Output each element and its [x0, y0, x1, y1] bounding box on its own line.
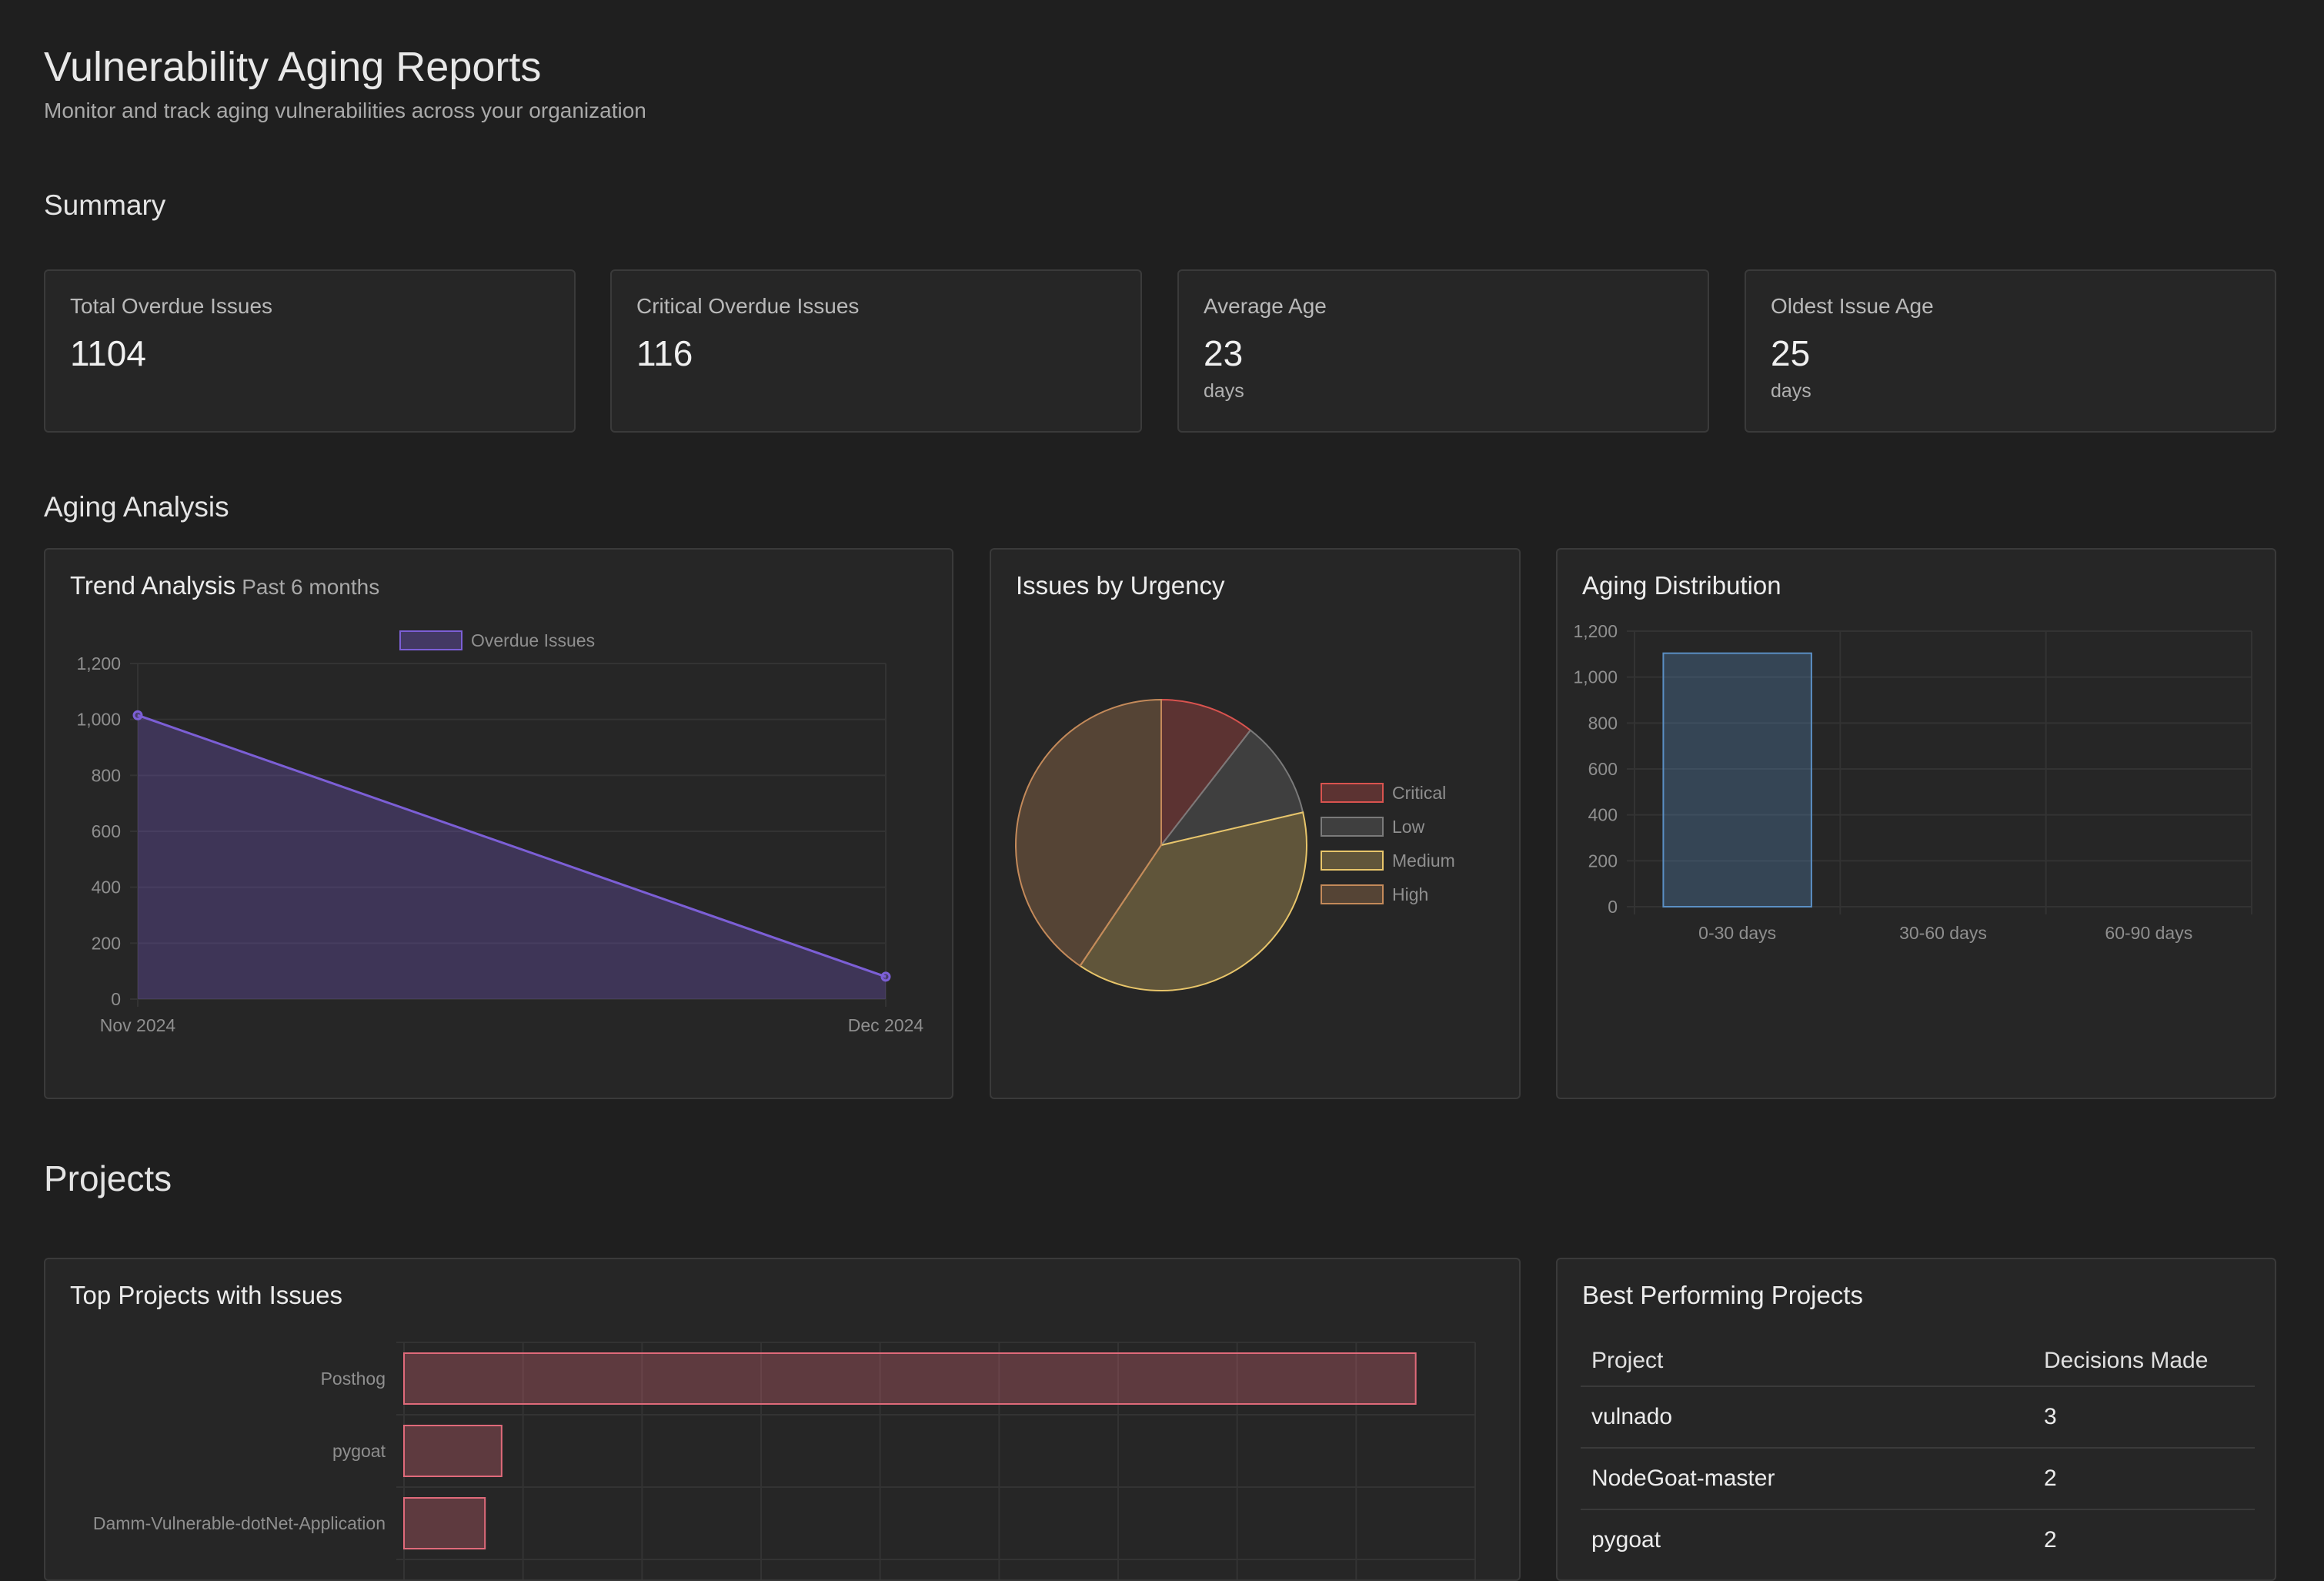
legend-swatch	[1321, 817, 1384, 837]
legend-label: Overdue Issues	[471, 630, 595, 650]
critical-overdue-card: Critical Overdue Issues 116	[610, 269, 1142, 433]
x-tick-label: Dec 2024	[848, 1015, 924, 1035]
stat-value: 116	[636, 333, 693, 373]
bar-0-30 days	[1662, 652, 1812, 907]
bar-Damm-Vulnerable-dotNet-Application	[403, 1497, 486, 1549]
y-tick-label: 600	[92, 821, 121, 841]
y-tick-label: 1,200	[1573, 621, 1618, 641]
trend-card: Trend Analysis Past 6 months 0 200 400 600 80…	[44, 548, 953, 1099]
distribution-card: Aging Distribution 0 200 400 600 800 1,000 1,2…	[1556, 548, 2276, 1099]
project-name: vulnado	[1581, 1385, 2033, 1448]
best-projects-card: Best Performing Projects Project Decisio…	[1556, 1258, 2276, 1581]
page-subtitle: Monitor and track aging vulnerabilities …	[44, 99, 646, 122]
trend-title: Trend Analysis Past 6 months	[70, 571, 379, 600]
x-tick-label: Nov 2024	[100, 1015, 176, 1035]
trend-chart: 0 200 400 600 800 1,000 1,200 Nov 2024 Dec 2024 O…	[76, 630, 924, 1035]
oldest-issue-card: Oldest Issue Age 25 days	[1745, 269, 2276, 433]
pie-slice-medium	[1079, 811, 1307, 991]
total-overdue-card: Total Overdue Issues 1104	[44, 269, 576, 433]
table-row[interactable]: vulnado 3	[1581, 1385, 2255, 1448]
urgency-title: Issues by Urgency	[1016, 571, 1225, 600]
stat-value: 1104	[70, 333, 146, 373]
y-tick-label: 400	[1588, 805, 1618, 825]
y-tick-label: Posthog	[321, 1369, 386, 1389]
urgency-card: Issues by Urgency Critical Low Medium High	[990, 548, 1521, 1099]
trend-point	[880, 971, 891, 982]
distribution-bar-chart: 0 200 400 600 800 1,000 1,200 0-30 days 30-60 da…	[1573, 621, 2252, 943]
pie-slice-critical	[1160, 698, 1252, 847]
legend-swatch	[1321, 884, 1384, 904]
decisions-count: 2	[2033, 1509, 2255, 1570]
y-tick-label: 200	[92, 933, 121, 953]
table-header-row: Project Decisions Made	[1581, 1336, 2255, 1386]
top-projects-bar-chart: Posthog pygoat Damm-Vulnerable-dotNet-Appl…	[93, 1342, 1476, 1579]
stat-label: Average Age	[1204, 294, 1327, 318]
aging-section-title: Aging Analysis	[44, 491, 229, 523]
y-tick-label: 0	[1608, 897, 1618, 917]
y-tick-label: 600	[1588, 759, 1618, 779]
bar-Posthog	[403, 1352, 1417, 1405]
legend-swatch	[1321, 851, 1384, 871]
pie-slice-high	[1015, 698, 1162, 968]
stat-value: 25	[1771, 333, 1811, 373]
urgency-pie-chart: Critical Low Medium High	[1015, 698, 1455, 991]
y-tick-label: 400	[92, 877, 121, 897]
y-tick-label: Damm-Vulnerable-dotNet-Application	[93, 1513, 386, 1533]
y-tick-label: pygoat	[332, 1441, 386, 1461]
legend-label: Low	[1392, 817, 1425, 837]
pie-slice-low	[1159, 729, 1304, 847]
stat-label: Total Overdue Issues	[70, 294, 273, 318]
decisions-count: 3	[2033, 1385, 2255, 1448]
page-title: Vulnerability Aging Reports	[44, 44, 542, 90]
column-header-decisions: Decisions Made	[2044, 1348, 2209, 1373]
trend-title-text: Trend Analysis	[70, 571, 236, 600]
decisions-count: 2	[2033, 1447, 2255, 1509]
legend-label: High	[1392, 884, 1428, 904]
projects-section-title: Projects	[44, 1158, 172, 1198]
x-tick-label: 0-30 days	[1698, 923, 1776, 943]
trend-area	[138, 715, 886, 999]
stat-label: Critical Overdue Issues	[636, 294, 860, 318]
stat-unit: days	[1771, 380, 1811, 402]
legend-swatch	[1321, 783, 1384, 803]
y-tick-label: 0	[111, 989, 121, 1009]
bar-pygoat	[403, 1425, 503, 1477]
stat-unit: days	[1204, 380, 1244, 402]
average-age-card: Average Age 23 days	[1177, 269, 1709, 433]
trend-subtitle: Past 6 months	[242, 575, 380, 599]
summary-section-title: Summary	[44, 189, 166, 221]
top-projects-card: Top Projects with Issues Posthog pygoat Da…	[44, 1258, 1521, 1581]
y-tick-label: 1,200	[76, 653, 121, 674]
y-tick-label: 200	[1588, 851, 1618, 871]
stat-value: 23	[1204, 333, 1244, 373]
y-tick-label: 1,000	[76, 710, 121, 730]
y-tick-label: 800	[1588, 713, 1618, 733]
best-projects-title: Best Performing Projects	[1582, 1281, 1863, 1309]
project-name: NodeGoat-master	[1581, 1447, 2033, 1509]
y-tick-label: 1,000	[1573, 667, 1618, 687]
legend-label: Medium	[1392, 851, 1455, 871]
stat-label: Oldest Issue Age	[1771, 294, 1934, 318]
legend-label: Critical	[1392, 783, 1446, 803]
table-row[interactable]: pygoat 2	[1581, 1509, 2255, 1570]
y-tick-label: 800	[92, 765, 121, 785]
table-row[interactable]: NodeGoat-master 2	[1581, 1447, 2255, 1509]
legend-swatch	[399, 630, 462, 650]
x-tick-label: 30-60 days	[1899, 923, 1987, 943]
trend-line	[137, 714, 887, 978]
trend-point	[132, 710, 143, 720]
distribution-title: Aging Distribution	[1582, 571, 1781, 600]
project-name: pygoat	[1581, 1509, 2033, 1570]
top-projects-title: Top Projects with Issues	[70, 1281, 342, 1309]
column-header-project: Project	[1591, 1348, 1664, 1373]
best-projects-table: Project Decisions Made vulnado 3 NodeGoa…	[1581, 1336, 2255, 1570]
x-tick-label: 60-90 days	[2105, 923, 2192, 943]
